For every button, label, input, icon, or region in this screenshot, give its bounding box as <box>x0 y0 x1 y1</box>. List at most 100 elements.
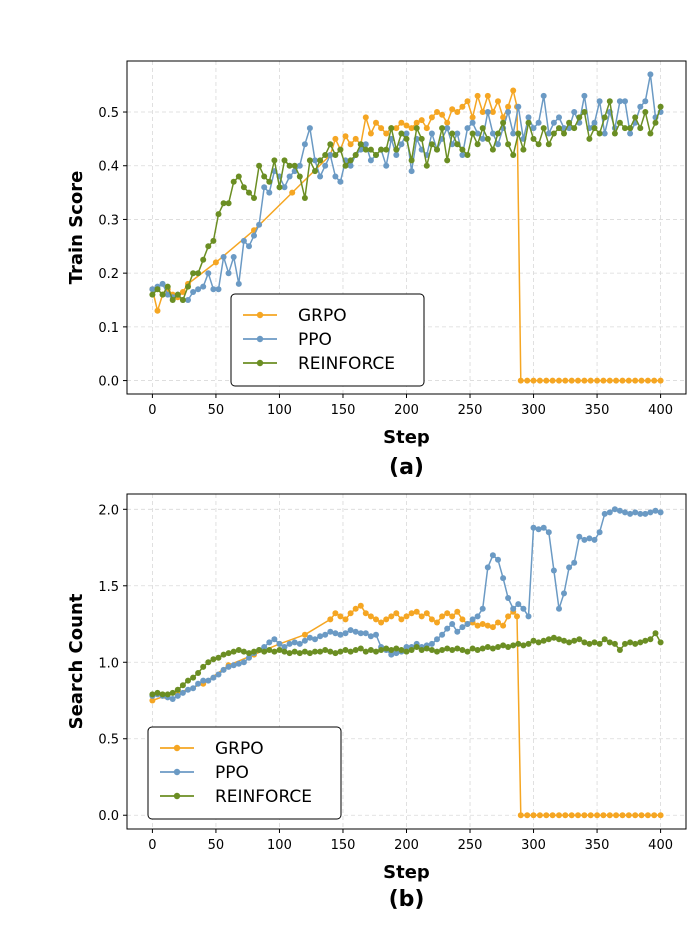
data-point <box>657 639 664 646</box>
legend-swatch-marker <box>256 335 264 343</box>
data-point <box>423 610 430 617</box>
data-point <box>220 254 227 260</box>
data-point <box>515 640 522 647</box>
data-point <box>423 125 430 132</box>
data-point <box>342 162 349 169</box>
data-point <box>449 106 456 113</box>
data-point <box>154 286 161 293</box>
data-point <box>286 162 293 169</box>
data-point <box>403 135 410 142</box>
data-point <box>291 162 298 169</box>
data-point <box>327 152 334 158</box>
data-point <box>586 135 593 142</box>
data-point <box>337 648 344 655</box>
data-point <box>657 377 664 384</box>
data-point <box>576 533 583 540</box>
data-point <box>195 270 202 277</box>
data-point <box>543 377 550 384</box>
data-point <box>357 141 364 148</box>
y-tick-label: 0.1 <box>98 321 119 336</box>
data-point <box>581 109 588 115</box>
data-point <box>240 184 247 191</box>
data-point <box>256 221 263 228</box>
data-point <box>505 613 512 620</box>
data-point <box>549 377 556 384</box>
data-point <box>489 552 496 559</box>
data-point <box>495 98 501 105</box>
data-point <box>164 291 171 298</box>
data-point <box>556 605 562 612</box>
data-point <box>474 647 481 653</box>
y-tick-label: 2.0 <box>98 503 119 518</box>
data-point <box>393 645 400 652</box>
data-point <box>439 613 446 620</box>
data-point <box>606 98 613 105</box>
data-point <box>444 610 451 617</box>
data-point <box>449 621 456 627</box>
data-point <box>642 98 649 105</box>
data-point <box>347 157 354 164</box>
data-point <box>464 125 471 132</box>
series-reinforce <box>149 98 664 303</box>
data-point <box>469 119 476 126</box>
data-point <box>388 125 395 132</box>
data-point <box>185 283 191 290</box>
data-point <box>179 297 186 303</box>
data-point <box>637 125 644 132</box>
data-point <box>535 141 542 148</box>
data-point <box>159 280 166 287</box>
data-point <box>444 157 451 164</box>
data-point <box>347 141 354 148</box>
data-point <box>444 119 451 126</box>
data-point <box>281 157 288 164</box>
data-point <box>616 119 623 126</box>
x-tick-label: 200 <box>394 403 419 418</box>
data-point <box>625 812 632 819</box>
data-point <box>367 647 374 653</box>
data-point <box>571 109 578 115</box>
legend-swatch-marker <box>173 768 181 776</box>
data-point <box>484 622 491 629</box>
data-point <box>637 639 644 646</box>
data-point <box>627 510 634 517</box>
x-tick-label: 150 <box>331 838 356 853</box>
data-point <box>367 633 374 640</box>
data-point <box>205 677 212 684</box>
data-point <box>439 111 446 118</box>
legend-swatch-marker <box>173 792 181 800</box>
data-point <box>306 157 313 164</box>
data-point <box>413 125 420 132</box>
data-point <box>256 647 263 653</box>
data-point <box>408 125 415 132</box>
data-point <box>657 509 664 516</box>
data-point <box>439 125 446 132</box>
data-point <box>169 696 176 702</box>
data-point <box>556 812 562 819</box>
data-point <box>261 173 268 180</box>
legend-swatch-marker <box>256 359 264 367</box>
data-point <box>179 689 186 696</box>
data-point <box>403 644 410 650</box>
legend-swatch-marker <box>173 744 181 752</box>
data-point <box>484 644 491 650</box>
data-point <box>225 270 232 277</box>
data-point <box>581 639 588 646</box>
data-point <box>362 610 369 617</box>
data-point <box>517 377 524 384</box>
data-point <box>418 135 425 142</box>
data-point <box>454 645 461 652</box>
x-tick-label: 300 <box>521 403 546 418</box>
data-point <box>347 162 354 169</box>
data-point <box>561 637 567 644</box>
data-point <box>306 634 313 641</box>
data-point <box>281 648 288 655</box>
data-point <box>525 640 532 647</box>
legend-label: PPO <box>298 330 332 350</box>
data-point <box>296 173 303 180</box>
data-point <box>520 146 527 153</box>
data-point <box>373 631 379 638</box>
data-point <box>327 628 334 635</box>
data-point <box>378 619 385 626</box>
data-point <box>594 377 601 384</box>
data-point <box>169 689 176 696</box>
